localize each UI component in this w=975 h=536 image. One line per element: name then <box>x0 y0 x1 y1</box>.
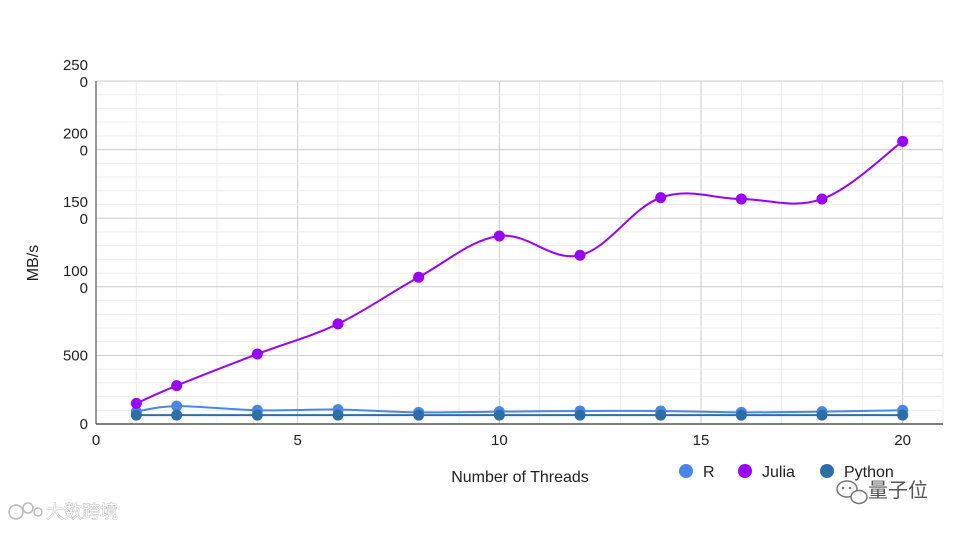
watermark-right: 量子位 <box>836 478 928 505</box>
x-tick-label: 0 <box>92 432 100 449</box>
legend-marker-julia <box>738 464 752 478</box>
legend-label-julia: Julia <box>762 464 795 481</box>
x-tick-label: 20 <box>894 432 911 449</box>
data-point-julia <box>816 193 828 205</box>
y-tick-label: 0 <box>80 416 88 433</box>
y-tick-label: 200 0 <box>63 126 88 160</box>
y-tick-label-line: 0 <box>80 143 88 160</box>
watermark-wechat-icon <box>836 480 868 505</box>
legend-item-r: R <box>679 464 715 481</box>
data-point-python <box>655 409 667 421</box>
legend-marker-python <box>820 464 834 478</box>
x-tick-label: 10 <box>491 432 508 449</box>
legend-label-r: R <box>703 464 715 481</box>
grid <box>95 80 944 425</box>
watermark-left: 大数跨境 <box>8 502 118 522</box>
data-point-python <box>816 409 828 421</box>
y-tick-label-line: 100 <box>63 263 88 280</box>
y-tick-label: 250 0 <box>63 57 88 91</box>
y-tick-label: 500 <box>63 347 88 364</box>
x-tick-label: 15 <box>693 432 710 449</box>
y-axis-label: MB/s <box>25 245 42 281</box>
data-point-julia <box>251 348 263 360</box>
data-point-python <box>493 409 505 421</box>
y-tick-label-line: 0 <box>80 211 88 228</box>
x-tick-labels: 0 5 10 15 20 <box>92 432 911 449</box>
series-line-julia <box>135 140 904 405</box>
data-point-julia <box>332 318 344 330</box>
legend-item-julia: Julia <box>738 464 795 481</box>
series-points <box>130 135 909 421</box>
data-point-julia <box>171 380 183 392</box>
y-tick-label-line: 0 <box>80 74 88 91</box>
data-point-python <box>130 409 142 421</box>
data-point-julia <box>574 249 586 261</box>
data-point-julia <box>735 193 747 205</box>
y-tick-label: 100 0 <box>63 263 88 297</box>
data-point-python <box>897 409 909 421</box>
data-point-r <box>171 400 183 412</box>
data-point-python <box>413 409 425 421</box>
legend-label-python: Python <box>844 464 894 481</box>
y-tick-label-line: 150 <box>63 194 88 211</box>
series-lines <box>135 140 904 417</box>
data-point-python <box>574 409 586 421</box>
y-tick-label-line: 200 <box>63 126 88 143</box>
data-point-python <box>251 409 263 421</box>
axes <box>95 81 943 425</box>
y-tick-label-line: 250 <box>63 57 88 74</box>
data-point-julia <box>897 135 909 147</box>
data-point-julia <box>493 230 505 242</box>
data-point-julia <box>413 271 425 283</box>
x-tick-label: 5 <box>293 432 301 449</box>
data-point-julia <box>655 192 667 204</box>
data-point-python <box>171 409 183 421</box>
y-tick-label: 150 0 <box>63 194 88 228</box>
legend: R Julia Python <box>679 464 894 481</box>
legend-item-python: Python <box>820 464 894 481</box>
y-tick-label-line: 0 <box>80 280 88 297</box>
watermark-logo-icon <box>8 502 43 520</box>
x-axis-label: Number of Threads <box>451 469 589 486</box>
data-point-python <box>332 409 344 421</box>
watermark-left-text: 大数跨境 <box>46 502 118 522</box>
data-point-python <box>735 409 747 421</box>
data-point-julia <box>130 397 142 409</box>
watermark-right-text: 量子位 <box>868 478 928 502</box>
legend-marker-r <box>679 464 693 478</box>
series-line-r <box>136 405 903 414</box>
